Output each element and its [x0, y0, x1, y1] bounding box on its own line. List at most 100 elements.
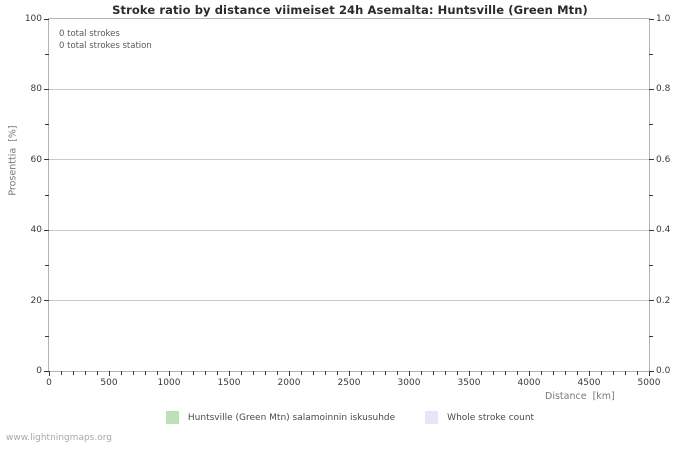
- xtick-5000: [649, 371, 650, 376]
- y2tick-minor-0.1: [649, 336, 653, 337]
- legend-item-count[interactable]: Whole stroke count: [425, 411, 534, 424]
- annotation-total-strokes: 0 total strokes: [59, 29, 120, 39]
- chart-legend: Huntsville (Green Mtn) salamoinnin iskus…: [0, 411, 700, 424]
- y2tick-label-0.8: 0.8: [656, 84, 671, 94]
- gridline-y-40: [49, 230, 649, 231]
- plot-annotation: 0 total strokes 0 total strokes station: [59, 29, 152, 52]
- gridline-y-80: [49, 89, 649, 90]
- y-axis-title: Prosenttia [%]: [7, 125, 19, 196]
- x-axis-title: Distance [km]: [545, 391, 615, 402]
- xtick-4000: [529, 371, 530, 376]
- xtick-minor-200: [73, 371, 74, 375]
- xtick-minor-1200: [193, 371, 194, 375]
- y2tick-0.0: [649, 371, 654, 372]
- xtick-minor-4800: [625, 371, 626, 375]
- ytick-label-100: 100: [24, 14, 42, 24]
- xtick-minor-1400: [217, 371, 218, 375]
- xtick-2500: [349, 371, 350, 376]
- ytick-minor-10: [45, 336, 49, 337]
- xticks-layer: [49, 19, 650, 376]
- ytick-minor-50: [45, 195, 49, 196]
- xtick-label-500: 500: [100, 378, 118, 388]
- ytick-0: [44, 371, 49, 372]
- y2tick-label-1.0: 1.0: [656, 14, 671, 24]
- gridline-y-20: [49, 300, 649, 301]
- annotation-total-strokes-station: 0 total strokes station: [59, 40, 152, 51]
- xtick-minor-2900: [397, 371, 398, 375]
- ytick-100: [44, 19, 49, 20]
- y2tick-1.0: [649, 19, 654, 20]
- xtick-minor-1300: [205, 371, 206, 375]
- xtick-minor-2800: [385, 371, 386, 375]
- xtick-1500: [229, 371, 230, 376]
- plot-area: 0 total strokes 0 total strokes station: [44, 18, 654, 376]
- ytick-minor-70: [45, 124, 49, 125]
- ytick-minor-90: [45, 54, 49, 55]
- xtick-minor-800: [145, 371, 146, 375]
- xtick-minor-600: [121, 371, 122, 375]
- ytick-20: [44, 300, 49, 301]
- y2tick-0.8: [649, 89, 654, 90]
- xtick-minor-4400: [577, 371, 578, 375]
- xtick-500: [109, 371, 110, 376]
- y2tick-label-0.2: 0.2: [656, 296, 671, 306]
- xtick-minor-2300: [325, 371, 326, 375]
- xtick-minor-2400: [337, 371, 338, 375]
- xtick-minor-3700: [493, 371, 494, 375]
- xtick-minor-4700: [613, 371, 614, 375]
- ytick-60: [44, 159, 49, 160]
- xtick-0: [49, 371, 50, 376]
- gridline-y-60: [49, 159, 649, 160]
- y2tick-0.2: [649, 300, 654, 301]
- y2tick-label-0.0: 0.0: [656, 366, 671, 376]
- xtick-minor-3100: [421, 371, 422, 375]
- xtick-label-1500: 1500: [217, 378, 241, 388]
- y2tick-minor-0.3: [649, 265, 653, 266]
- ytick-label-60: 60: [30, 155, 42, 165]
- xtick-label-5000: 5000: [637, 378, 661, 388]
- legend-label-ratio: Huntsville (Green Mtn) salamoinnin iskus…: [187, 412, 396, 423]
- xtick-minor-3200: [433, 371, 434, 375]
- xtick-minor-3400: [457, 371, 458, 375]
- ytick-minor-30: [45, 265, 49, 266]
- ytick-label-20: 20: [30, 296, 42, 306]
- legend-label-count: Whole stroke count: [447, 412, 535, 423]
- xtick-minor-400: [97, 371, 98, 375]
- xtick-minor-4300: [565, 371, 566, 375]
- xtick-minor-4200: [553, 371, 554, 375]
- legend-swatch-count: [425, 411, 439, 424]
- ytick-label-80: 80: [30, 84, 42, 94]
- y2tick-minor-0.5: [649, 195, 653, 196]
- xtick-label-4000: 4000: [517, 378, 541, 388]
- xtick-label-1000: 1000: [157, 378, 181, 388]
- ytick-label-0: 0: [36, 366, 42, 376]
- ytick-40: [44, 230, 49, 231]
- xtick-minor-1900: [277, 371, 278, 375]
- y2tick-minor-0.9: [649, 54, 653, 55]
- footer-watermark: www.lightningmaps.org: [6, 433, 112, 443]
- xtick-minor-1600: [241, 371, 242, 375]
- xtick-minor-300: [85, 371, 86, 375]
- y2tick-0.6: [649, 159, 654, 160]
- y2tick-label-0.4: 0.4: [656, 225, 671, 235]
- xtick-minor-2600: [361, 371, 362, 375]
- xtick-minor-3300: [445, 371, 446, 375]
- xtick-label-3000: 3000: [397, 378, 421, 388]
- xtick-4500: [589, 371, 590, 376]
- xtick-label-2000: 2000: [277, 378, 301, 388]
- legend-item-ratio[interactable]: Huntsville (Green Mtn) salamoinnin iskus…: [165, 411, 396, 424]
- ytick-label-40: 40: [30, 225, 42, 235]
- xtick-minor-100: [61, 371, 62, 375]
- xtick-minor-4900: [637, 371, 638, 375]
- legend-swatch-ratio: [165, 411, 179, 424]
- xtick-3500: [469, 371, 470, 376]
- y2tick-minor-0.7: [649, 124, 653, 125]
- xtick-minor-2700: [373, 371, 374, 375]
- ytick-80: [44, 89, 49, 90]
- xtick-label-3500: 3500: [457, 378, 481, 388]
- xtick-minor-3900: [517, 371, 518, 375]
- xtick-minor-1800: [265, 371, 266, 375]
- xtick-minor-4100: [541, 371, 542, 375]
